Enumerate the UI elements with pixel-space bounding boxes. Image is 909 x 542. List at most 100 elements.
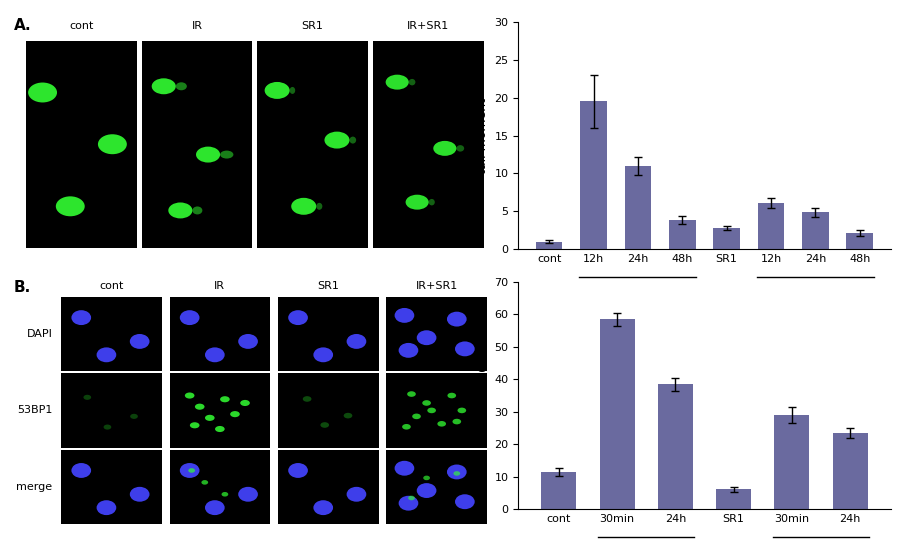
Bar [278, 450, 379, 524]
Ellipse shape [84, 395, 91, 400]
Bar [26, 41, 136, 248]
Ellipse shape [188, 468, 195, 473]
Ellipse shape [314, 500, 333, 515]
Bar [169, 297, 270, 371]
Text: IR+SR1: IR+SR1 [407, 21, 449, 31]
Ellipse shape [409, 79, 415, 86]
Text: SR1: SR1 [302, 21, 324, 31]
Ellipse shape [303, 396, 312, 402]
Ellipse shape [405, 195, 429, 210]
Bar [580, 101, 607, 249]
Text: 53BP1: 53BP1 [17, 405, 53, 415]
Bar [373, 41, 484, 248]
Bar [833, 433, 867, 509]
Ellipse shape [416, 483, 436, 498]
Ellipse shape [437, 421, 446, 427]
Text: IR: IR [192, 21, 203, 31]
Ellipse shape [423, 400, 431, 406]
Ellipse shape [408, 496, 415, 500]
Ellipse shape [453, 419, 461, 424]
Ellipse shape [424, 476, 430, 480]
Ellipse shape [72, 463, 91, 478]
Ellipse shape [190, 422, 199, 428]
Bar [61, 297, 162, 371]
Ellipse shape [447, 393, 456, 398]
Ellipse shape [28, 82, 57, 102]
Ellipse shape [238, 334, 258, 349]
Ellipse shape [130, 334, 149, 349]
Ellipse shape [288, 310, 308, 325]
Ellipse shape [195, 404, 205, 410]
Ellipse shape [314, 347, 333, 362]
Ellipse shape [447, 464, 466, 479]
Ellipse shape [180, 463, 199, 478]
Bar [536, 242, 563, 249]
Text: SR1+IR: SR1+IR [794, 295, 836, 305]
Bar [386, 297, 487, 371]
Text: IR: IR [633, 295, 644, 305]
Bar [542, 472, 576, 509]
Ellipse shape [96, 347, 116, 362]
Ellipse shape [454, 471, 460, 476]
Bar [278, 373, 379, 448]
Ellipse shape [346, 487, 366, 502]
Ellipse shape [344, 413, 353, 418]
Ellipse shape [407, 391, 415, 397]
Text: cont: cont [99, 281, 124, 291]
Text: A.: A. [14, 18, 32, 33]
Ellipse shape [205, 500, 225, 515]
Ellipse shape [320, 422, 329, 428]
Bar [774, 415, 809, 509]
Ellipse shape [240, 400, 250, 406]
Ellipse shape [291, 198, 316, 215]
Ellipse shape [130, 414, 138, 419]
Bar [846, 234, 873, 249]
Ellipse shape [152, 78, 175, 94]
Ellipse shape [395, 461, 415, 476]
Y-axis label: tail moment: tail moment [475, 98, 489, 173]
Ellipse shape [427, 408, 436, 413]
Ellipse shape [238, 487, 258, 502]
Ellipse shape [220, 396, 230, 402]
Bar [278, 297, 379, 371]
Bar [716, 489, 751, 509]
Bar [658, 384, 693, 509]
Ellipse shape [193, 207, 203, 215]
Ellipse shape [168, 203, 193, 218]
Ellipse shape [447, 312, 466, 326]
Bar [758, 203, 784, 249]
Bar [714, 228, 740, 249]
Ellipse shape [316, 203, 323, 210]
Ellipse shape [416, 330, 436, 345]
Ellipse shape [429, 199, 435, 205]
Ellipse shape [180, 310, 199, 325]
Text: merge: merge [16, 482, 53, 492]
Ellipse shape [399, 496, 418, 511]
Ellipse shape [230, 411, 240, 417]
Bar [802, 212, 829, 249]
Text: IR+SR1: IR+SR1 [415, 281, 458, 291]
Ellipse shape [215, 426, 225, 432]
Ellipse shape [96, 500, 116, 515]
Text: SR1: SR1 [317, 281, 339, 291]
Ellipse shape [456, 145, 464, 152]
Ellipse shape [104, 424, 111, 430]
Ellipse shape [395, 308, 415, 323]
Text: B.: B. [14, 280, 31, 295]
Bar [624, 166, 651, 249]
Bar [257, 41, 368, 248]
Ellipse shape [72, 310, 91, 325]
Ellipse shape [185, 392, 195, 398]
Y-axis label: Percent cells with ≥ 10  53BP1 foci: Percent cells with ≥ 10 53BP1 foci [479, 299, 489, 493]
Ellipse shape [412, 414, 421, 419]
Ellipse shape [290, 87, 295, 94]
Bar [142, 41, 253, 248]
Ellipse shape [455, 341, 474, 356]
Ellipse shape [98, 134, 127, 154]
Ellipse shape [220, 151, 234, 159]
Bar [169, 373, 270, 448]
Text: IR: IR [215, 281, 225, 291]
Ellipse shape [402, 424, 411, 430]
Bar [61, 373, 162, 448]
Ellipse shape [175, 82, 187, 91]
